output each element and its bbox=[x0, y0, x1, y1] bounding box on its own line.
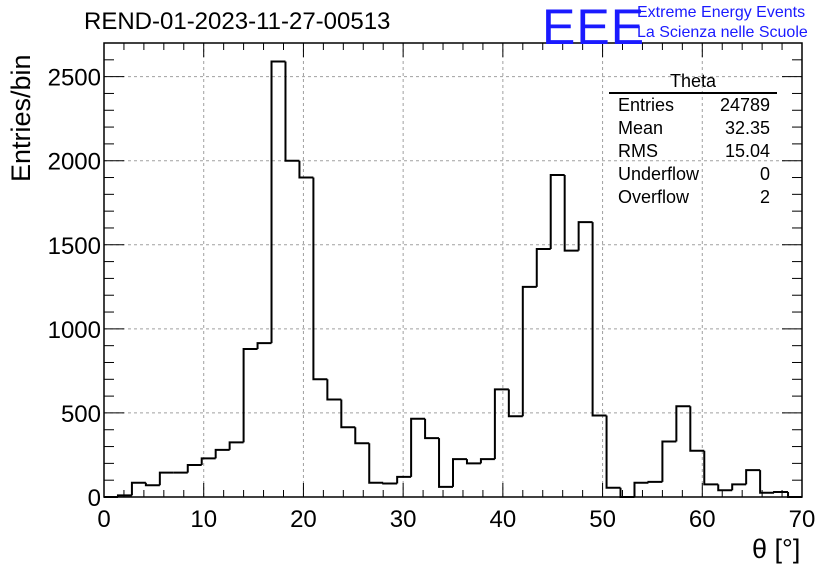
x-tick-label: 10 bbox=[190, 506, 217, 533]
histogram-bin bbox=[228, 441, 244, 450]
stats-label: Entries bbox=[618, 95, 675, 115]
histogram-bin bbox=[396, 475, 412, 484]
histogram-bin bbox=[647, 480, 663, 483]
histogram-bin bbox=[158, 471, 174, 486]
histogram-bin bbox=[675, 405, 691, 442]
x-tick-label: 60 bbox=[689, 506, 716, 533]
histogram-bin bbox=[242, 348, 258, 443]
grid-lines bbox=[104, 43, 802, 497]
axis-ticks bbox=[103, 42, 803, 498]
histogram-bin bbox=[745, 469, 761, 485]
y-tick-label: 2500 bbox=[48, 65, 101, 92]
histogram-bin bbox=[452, 458, 467, 487]
histogram-bin bbox=[312, 177, 328, 381]
y-tick-label: 0 bbox=[88, 485, 101, 512]
stats-value: 2 bbox=[759, 187, 770, 207]
histogram-bin bbox=[507, 389, 523, 418]
stats-value: 15.04 bbox=[724, 141, 770, 161]
histogram-bin bbox=[354, 427, 370, 445]
eee-logo: EEE bbox=[542, 0, 646, 55]
stats-value: 32.35 bbox=[724, 118, 770, 138]
histogram-bin bbox=[438, 438, 453, 488]
histogram-bin bbox=[116, 494, 132, 497]
histogram-bin bbox=[479, 458, 495, 464]
histogram-bin bbox=[465, 459, 481, 465]
histogram-bin bbox=[689, 406, 705, 452]
histogram-bin bbox=[773, 490, 789, 493]
histogram-bin bbox=[703, 450, 719, 486]
histogram-bin bbox=[298, 160, 314, 179]
chart-title: REND-01-2023-11-27-00513 bbox=[84, 8, 391, 35]
histogram-bin bbox=[186, 464, 202, 473]
x-tick-label: 40 bbox=[490, 506, 517, 533]
histogram-bin bbox=[340, 399, 356, 429]
histogram-bin bbox=[549, 173, 565, 249]
histogram-bin bbox=[717, 484, 733, 492]
histogram-bin bbox=[535, 247, 551, 287]
y-tick-label: 1500 bbox=[48, 233, 101, 260]
histogram-bin bbox=[661, 440, 677, 482]
histogram-bin bbox=[493, 388, 509, 460]
plot-frame-rect bbox=[103, 42, 803, 498]
histogram-bin bbox=[382, 482, 398, 485]
stats-value: 0 bbox=[759, 164, 770, 184]
stats-label: Underflow bbox=[618, 164, 700, 184]
stats-row-underflow: Underflow 0 bbox=[609, 163, 777, 186]
histogram-bin bbox=[270, 60, 286, 344]
histogram-bin bbox=[410, 417, 426, 477]
y-axis-title: Entries/bin bbox=[6, 54, 37, 182]
stats-box: Theta Entries 24789 Mean 32.35 RMS 15.04… bbox=[609, 71, 777, 209]
histogram-bin bbox=[633, 481, 649, 497]
histogram-bin bbox=[284, 61, 300, 162]
y-tick-label: 500 bbox=[61, 401, 101, 428]
histogram-bin bbox=[214, 448, 230, 459]
x-tick-label: 0 bbox=[97, 506, 110, 533]
histogram-bin bbox=[619, 487, 635, 498]
stats-label: Overflow bbox=[618, 187, 690, 207]
histogram-bin bbox=[759, 470, 775, 494]
stats-row-mean: Mean 32.35 bbox=[609, 117, 777, 140]
histogram-bin bbox=[368, 443, 384, 484]
histogram-bin bbox=[130, 481, 146, 496]
y-tick-label: 1000 bbox=[48, 317, 101, 344]
histogram-bin bbox=[144, 482, 160, 487]
stats-title: Theta bbox=[609, 71, 777, 94]
histogram-bin bbox=[577, 221, 593, 251]
x-axis-title: θ [°] bbox=[752, 534, 801, 564]
histogram-bin bbox=[563, 174, 579, 252]
stats-label: Mean bbox=[618, 118, 664, 138]
histogram-bin bbox=[591, 222, 607, 417]
histogram-bin bbox=[605, 415, 621, 489]
logo-subtitle-1: Extreme Energy Events bbox=[637, 4, 806, 21]
x-tick-label: 20 bbox=[290, 506, 317, 533]
x-tick-label: 50 bbox=[589, 506, 616, 533]
y-axis-title-text: Entries/bin bbox=[6, 54, 36, 182]
histogram-bin bbox=[787, 491, 802, 498]
histogram-bin bbox=[424, 418, 440, 440]
stats-row-rms: RMS 15.04 bbox=[609, 140, 777, 163]
x-tick-label: 70 bbox=[789, 506, 816, 533]
y-tick-label: 2000 bbox=[48, 149, 101, 176]
histogram-bin bbox=[326, 379, 342, 401]
stats-value: 24789 bbox=[719, 95, 770, 115]
histogram-bin bbox=[200, 457, 216, 466]
histogram-bin bbox=[256, 342, 272, 350]
x-tick-label: 30 bbox=[390, 506, 417, 533]
stats-row-entries: Entries 24789 bbox=[609, 94, 777, 117]
logo-subtitle-2: La Scienza nelle Scuole bbox=[637, 24, 808, 41]
stats-row-overflow: Overflow 2 bbox=[609, 186, 777, 209]
plot-frame bbox=[103, 42, 803, 498]
stats-label: RMS bbox=[618, 141, 658, 161]
histogram-bin bbox=[731, 483, 747, 491]
histogram-bars bbox=[104, 60, 802, 498]
histogram-bin bbox=[521, 285, 537, 417]
